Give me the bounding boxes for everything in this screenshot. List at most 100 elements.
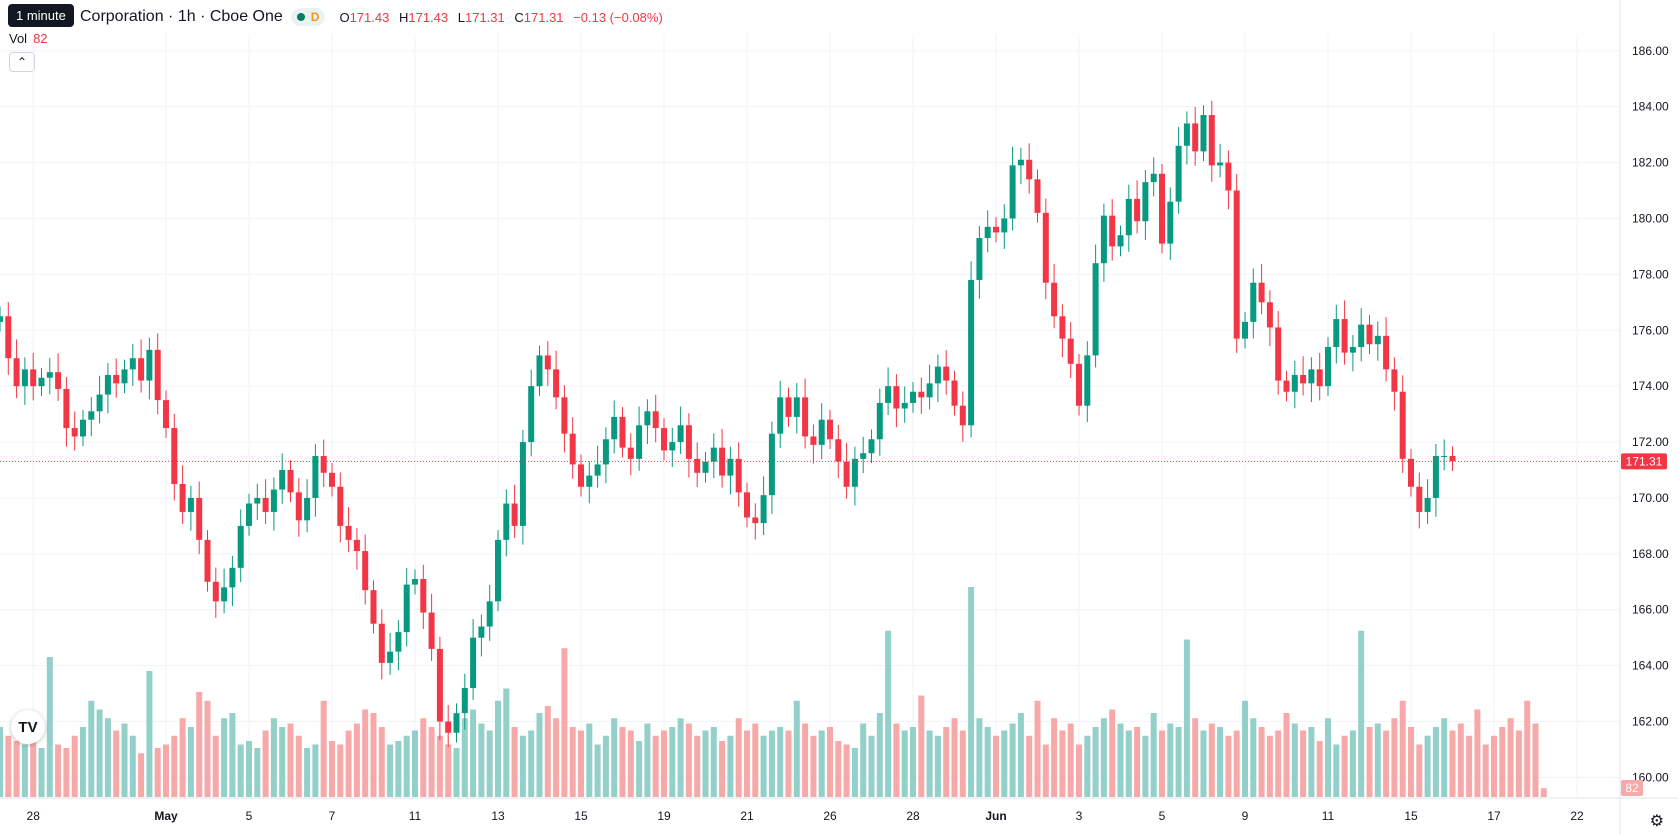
candle-body bbox=[910, 391, 916, 403]
candle-body bbox=[204, 539, 211, 582]
price-tick-label: 176.00 bbox=[1632, 323, 1669, 337]
volume-bar bbox=[1540, 788, 1547, 797]
volume-bar bbox=[1167, 723, 1174, 797]
high-label: H bbox=[398, 9, 409, 25]
candle-body bbox=[1150, 173, 1157, 183]
volume-bar bbox=[1076, 744, 1082, 797]
volume-bar bbox=[46, 657, 53, 797]
candle-body bbox=[926, 383, 933, 398]
last-price-label: 171.31 bbox=[1626, 454, 1663, 468]
volume-bar bbox=[1034, 700, 1041, 797]
volume-bar bbox=[1399, 700, 1406, 797]
market-status-pill[interactable]: D bbox=[290, 8, 326, 26]
time-tick-label: 19 bbox=[657, 809, 671, 823]
candle-body bbox=[860, 453, 867, 459]
candle-body bbox=[1441, 456, 1448, 458]
collapse-legend-button[interactable]: ⌃ bbox=[9, 52, 35, 72]
volume-bar bbox=[1291, 723, 1298, 797]
candle-body bbox=[1300, 374, 1307, 384]
volume-bar bbox=[96, 709, 103, 797]
candle-body bbox=[237, 525, 244, 568]
time-tick-label: 15 bbox=[1404, 809, 1418, 823]
candle-body bbox=[287, 470, 294, 493]
volume-bar bbox=[1084, 735, 1091, 797]
candle-body bbox=[21, 369, 28, 387]
candle-body bbox=[104, 374, 111, 395]
volume-bar bbox=[1266, 735, 1273, 797]
candle-body bbox=[1200, 115, 1207, 152]
candle-body bbox=[395, 632, 402, 652]
price-tick-label: 186.00 bbox=[1632, 44, 1669, 58]
price-tick-label: 182.00 bbox=[1632, 156, 1669, 170]
volume-bar bbox=[860, 723, 867, 797]
volume-bar bbox=[1499, 727, 1506, 797]
volume-bar bbox=[1051, 718, 1058, 797]
candle-body bbox=[1059, 316, 1066, 339]
volume-bar bbox=[1258, 727, 1265, 797]
candle-body bbox=[1109, 215, 1116, 247]
candle-body bbox=[1374, 335, 1381, 345]
candle-body bbox=[353, 539, 360, 552]
candle-body bbox=[38, 377, 45, 387]
volume-bar bbox=[287, 723, 294, 797]
volume-bar bbox=[113, 730, 120, 797]
candle-body bbox=[1001, 218, 1008, 233]
volume-bar bbox=[1341, 735, 1348, 797]
volume-bar bbox=[926, 730, 933, 797]
candle-body bbox=[1358, 324, 1365, 348]
volume-bar bbox=[1208, 723, 1215, 797]
candle-body bbox=[561, 397, 568, 434]
volume-bar bbox=[735, 718, 742, 797]
volume-bar bbox=[727, 735, 734, 797]
candle-body bbox=[403, 584, 410, 633]
volume-bar bbox=[229, 713, 236, 797]
candle-body bbox=[644, 411, 651, 426]
volume-bar bbox=[1383, 730, 1390, 797]
tradingview-logo-icon[interactable]: TV bbox=[11, 710, 45, 744]
volume-bar bbox=[129, 735, 136, 797]
candle-body bbox=[1026, 159, 1033, 180]
volume-bar bbox=[586, 723, 593, 797]
volume-bar bbox=[13, 741, 20, 797]
timeframe-tooltip: 1 minute bbox=[8, 4, 74, 27]
volume-bar bbox=[1515, 730, 1522, 797]
candle-body bbox=[984, 226, 991, 239]
candle-body bbox=[221, 587, 228, 602]
last-volume-badge bbox=[1621, 780, 1643, 796]
candle-body bbox=[345, 525, 352, 540]
volume-bar bbox=[204, 700, 211, 797]
candle-body bbox=[594, 464, 601, 476]
candle-body bbox=[1217, 162, 1224, 166]
volume-bar bbox=[420, 718, 427, 797]
candle-body bbox=[304, 497, 311, 521]
volume-bar bbox=[644, 723, 651, 797]
candle-body bbox=[885, 386, 892, 403]
volume-bar bbox=[445, 744, 452, 797]
candle-body bbox=[154, 349, 161, 401]
volume-bar bbox=[1250, 718, 1257, 797]
candle-body bbox=[810, 436, 817, 445]
symbol-title[interactable]: Corporation · 1h · Cboe One bbox=[80, 8, 283, 25]
volume-legend: Vol 82 bbox=[9, 31, 48, 46]
candle-body bbox=[627, 447, 634, 459]
candle-body bbox=[55, 372, 62, 389]
gear-icon[interactable]: ⚙ bbox=[1649, 813, 1664, 830]
candle-body bbox=[5, 316, 12, 359]
volume-bar bbox=[661, 730, 667, 797]
price-tick-label: 174.00 bbox=[1632, 379, 1669, 393]
candle-body bbox=[677, 425, 684, 443]
volume-bar bbox=[918, 695, 925, 797]
candle-body bbox=[295, 492, 302, 521]
candle-body bbox=[478, 626, 485, 638]
candle-body bbox=[785, 397, 792, 417]
candle-body bbox=[1009, 165, 1016, 219]
candle-body bbox=[901, 402, 908, 409]
volume-bar bbox=[578, 730, 584, 797]
volume-bar bbox=[818, 730, 825, 797]
volume-bar bbox=[412, 730, 418, 797]
candle-body bbox=[436, 648, 443, 722]
volume-bar bbox=[337, 744, 344, 797]
volume-bar bbox=[619, 727, 626, 797]
candle-body bbox=[1242, 321, 1248, 339]
